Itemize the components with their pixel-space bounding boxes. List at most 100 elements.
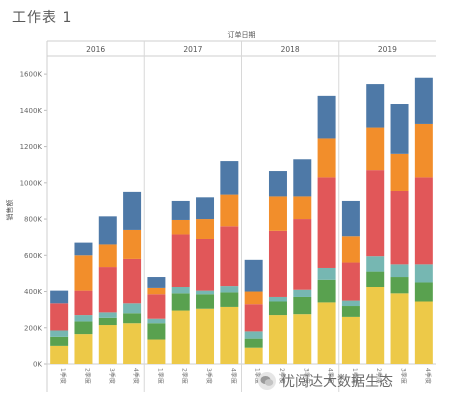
year-header-2019: 2019 xyxy=(378,45,397,54)
category-label-2017-q2: 2季度 xyxy=(181,368,189,384)
bar-segment-2016-q3-s1 xyxy=(98,325,117,364)
bar-segment-2017-q2-s6 xyxy=(171,200,190,220)
bar-segment-2017-q3-s6 xyxy=(196,197,215,220)
y-tick-label: 1000K xyxy=(20,179,43,187)
bar-segment-2016-q4-s6 xyxy=(123,191,142,230)
bar-segment-2016-q2-s4 xyxy=(74,290,93,316)
year-header-2016: 2016 xyxy=(86,45,105,54)
bar-segment-2018-q4-s2 xyxy=(317,279,336,303)
category-label-2017-q3: 3季度 xyxy=(205,368,213,384)
y-tick-label: 1400K xyxy=(20,107,43,115)
category-label-2018-q4: 4季度 xyxy=(327,368,335,384)
year-header-2018: 2018 xyxy=(281,45,300,54)
category-label-2016-q4: 4季度 xyxy=(132,368,140,384)
bar-segment-2016-q3-s3 xyxy=(98,312,117,318)
bar-segment-2016-q1-s3 xyxy=(50,330,69,337)
bar-segment-2016-q2-s6 xyxy=(74,242,93,256)
bar-segment-2016-q4-s1 xyxy=(123,323,142,364)
bar-segment-2018-q1-s3 xyxy=(244,331,263,339)
bar-segment-2018-q2-s6 xyxy=(268,171,287,197)
bar-segment-2019-q4-s2 xyxy=(414,282,433,302)
category-label-2018-q3: 3季度 xyxy=(302,368,310,384)
category-label-2019-q3: 3季度 xyxy=(400,368,408,384)
bar-segment-2017-q2-s1 xyxy=(171,310,190,364)
bar-segment-2019-q1-s1 xyxy=(341,316,360,364)
bar-segment-2019-q2-s3 xyxy=(366,256,385,272)
bar-segment-2019-q3-s6 xyxy=(390,104,409,154)
bar-segment-2017-q3-s1 xyxy=(196,308,215,364)
watermark: 优阅达大数据生态 xyxy=(258,370,393,392)
bar-segment-2017-q4-s4 xyxy=(220,226,239,287)
category-label-2019-q4: 4季度 xyxy=(424,368,432,384)
bar-segment-2016-q3-s2 xyxy=(98,317,117,326)
bar-segment-2016-q3-s5 xyxy=(98,244,117,268)
bar-segment-2017-q1-s5 xyxy=(147,287,166,295)
category-label-2019-q2: 2季度 xyxy=(375,368,383,384)
bar-segment-2017-q1-s6 xyxy=(147,277,166,288)
sheet-title: 工作表 1 xyxy=(12,10,73,26)
bar-segment-2019-q2-s6 xyxy=(366,84,385,128)
bar-segment-2017-q2-s2 xyxy=(171,293,190,311)
bar-segment-2019-q1-s3 xyxy=(341,300,360,307)
bar-segment-2017-q2-s3 xyxy=(171,287,190,294)
bar-segment-2016-q4-s4 xyxy=(123,258,142,304)
bar-segment-2016-q2-s2 xyxy=(74,321,93,335)
bar-segment-2016-q3-s4 xyxy=(98,267,117,313)
year-header-2017: 2017 xyxy=(183,45,202,54)
bar-segment-2018-q1-s1 xyxy=(244,347,263,364)
bar-segment-2019-q4-s3 xyxy=(414,264,433,283)
bar-segment-2016-q2-s5 xyxy=(74,255,93,291)
bar-segment-2019-q1-s4 xyxy=(341,262,360,301)
bar-segment-2017-q2-s4 xyxy=(171,234,190,287)
bar-segment-2016-q1-s1 xyxy=(50,345,69,364)
bar-segment-2017-q3-s4 xyxy=(196,238,215,291)
category-label-2016-q1: 1季度 xyxy=(59,368,67,384)
bar-segment-2018-q4-s5 xyxy=(317,138,336,178)
bar-segment-2017-q4-s3 xyxy=(220,286,239,293)
bar-segment-2018-q1-s5 xyxy=(244,291,263,305)
bar-segment-2016-q4-s3 xyxy=(123,303,142,314)
bar-segment-2017-q2-s5 xyxy=(171,219,190,235)
bar-segment-2019-q1-s5 xyxy=(341,236,360,263)
bar-segment-2018-q3-s5 xyxy=(293,196,312,220)
bar-segment-2016-q2-s3 xyxy=(74,315,93,322)
category-label-2018-q1: 1季度 xyxy=(254,368,262,384)
category-label-2018-q2: 2季度 xyxy=(278,368,286,384)
bar-segment-2016-q1-s4 xyxy=(50,303,69,331)
bar-segment-2017-q1-s3 xyxy=(147,318,166,324)
category-label-2017-q4: 4季度 xyxy=(229,368,237,384)
bar-segment-2018-q1-s6 xyxy=(244,259,263,292)
bar-segment-2018-q1-s4 xyxy=(244,304,263,332)
bar-segment-2018-q3-s2 xyxy=(293,296,312,315)
y-tick-label: 0K xyxy=(33,361,42,369)
category-label-2019-q1: 1季度 xyxy=(351,368,359,384)
bar-segment-2019-q1-s2 xyxy=(341,306,360,317)
watermark-text: 优阅达大数据生态 xyxy=(281,374,393,390)
category-label-2017-q1: 1季度 xyxy=(156,368,164,384)
bar-segment-2018-q2-s3 xyxy=(268,296,287,302)
bar-segment-2018-q4-s6 xyxy=(317,95,336,139)
bar-segment-2018-q3-s1 xyxy=(293,314,312,364)
bar-segment-2017-q3-s5 xyxy=(196,219,215,239)
bar-segment-2018-q2-s4 xyxy=(268,230,287,297)
bar-segment-2019-q2-s1 xyxy=(366,287,385,364)
column-header: 订单日期 xyxy=(228,30,256,39)
bar-segment-2018-q3-s3 xyxy=(293,289,312,297)
y-tick-label: 800K xyxy=(24,216,42,224)
bar-segment-2017-q1-s2 xyxy=(147,323,166,340)
bar-segment-2017-q4-s2 xyxy=(220,292,239,307)
bar-segment-2019-q3-s1 xyxy=(390,293,409,364)
bar-segment-2018-q1-s2 xyxy=(244,338,263,348)
bar-segment-2019-q3-s2 xyxy=(390,277,409,294)
bar-segment-2016-q1-s2 xyxy=(50,336,69,346)
bar-segment-2018-q4-s1 xyxy=(317,302,336,364)
bar-segment-2019-q4-s5 xyxy=(414,123,433,178)
y-tick-label: 600K xyxy=(24,252,42,260)
bar-segment-2016-q4-s5 xyxy=(123,229,142,259)
bar-segment-2019-q2-s4 xyxy=(366,170,385,257)
bar-segment-2016-q2-s1 xyxy=(74,334,93,364)
bar-segment-2017-q1-s1 xyxy=(147,339,166,364)
bar-segment-2018-q2-s1 xyxy=(268,315,287,364)
y-tick-label: 1600K xyxy=(20,71,43,79)
